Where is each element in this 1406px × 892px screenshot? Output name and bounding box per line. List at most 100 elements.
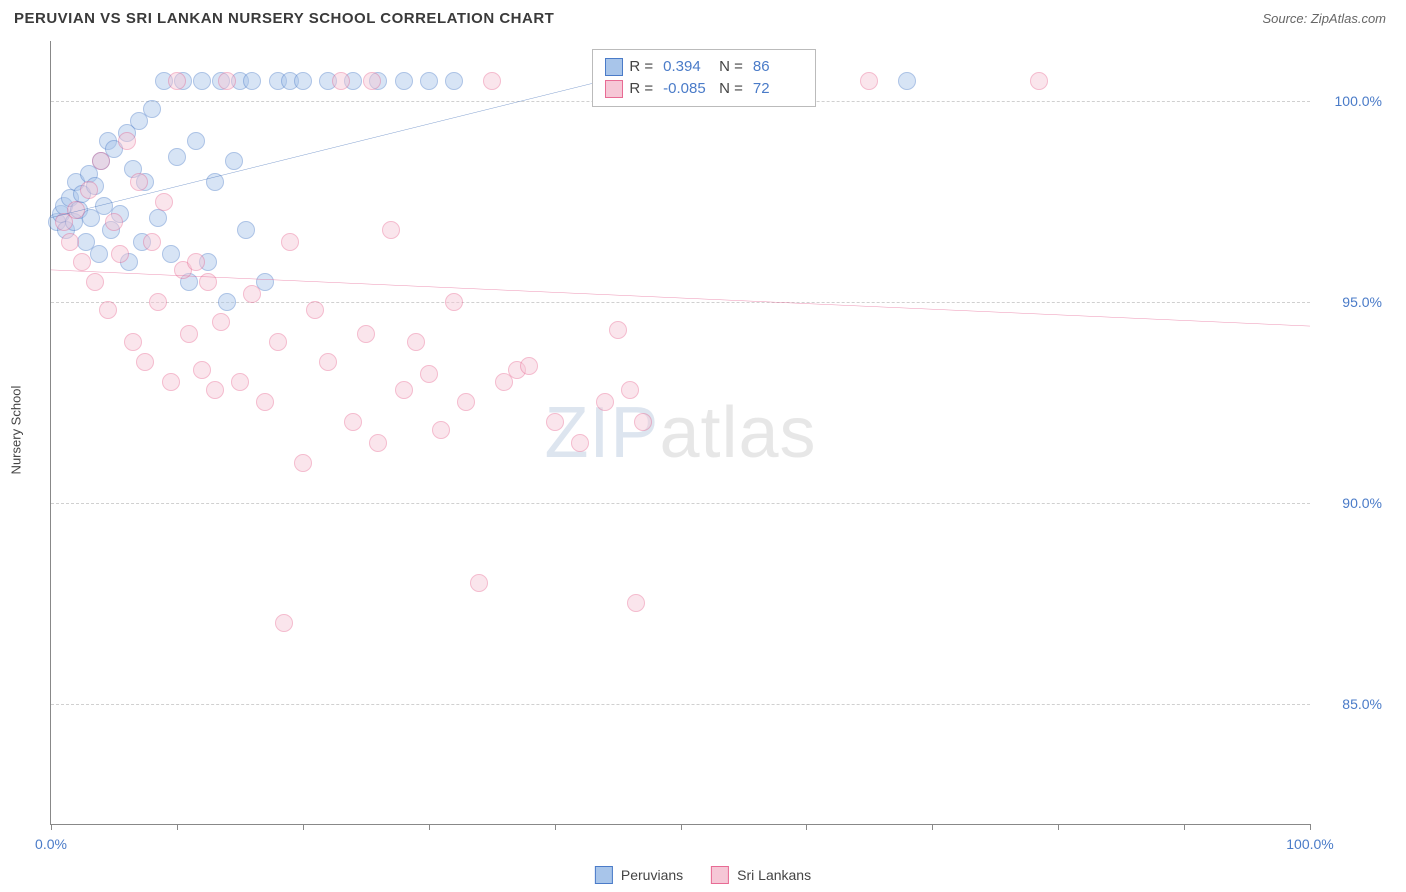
scatter-point xyxy=(457,393,475,411)
legend-swatch xyxy=(711,866,729,884)
scatter-point xyxy=(445,72,463,90)
scatter-point xyxy=(90,245,108,263)
scatter-point xyxy=(432,421,450,439)
scatter-point xyxy=(168,148,186,166)
source-label: Source: ZipAtlas.com xyxy=(1262,11,1386,26)
x-tick-mark xyxy=(303,824,304,830)
scatter-point xyxy=(149,293,167,311)
trend-line xyxy=(51,270,1310,326)
scatter-point xyxy=(520,357,538,375)
scatter-point xyxy=(162,373,180,391)
x-tick-mark xyxy=(429,824,430,830)
scatter-point xyxy=(199,273,217,291)
scatter-point xyxy=(212,313,230,331)
scatter-point xyxy=(86,273,104,291)
series-name: Sri Lankans xyxy=(737,867,811,883)
scatter-point xyxy=(294,72,312,90)
scatter-point xyxy=(180,325,198,343)
chart-title: PERUVIAN VS SRI LANKAN NURSERY SCHOOL CO… xyxy=(14,10,554,27)
stats-legend-row: R =0.394N =86 xyxy=(605,56,803,78)
scatter-point xyxy=(269,333,287,351)
scatter-point xyxy=(136,353,154,371)
bottom-legend-item: Peruvians xyxy=(595,866,683,884)
scatter-point xyxy=(256,393,274,411)
y-tick-label: 95.0% xyxy=(1318,294,1382,310)
scatter-point xyxy=(187,132,205,150)
scatter-point xyxy=(225,152,243,170)
stats-legend: R =0.394N =86R =-0.085N =72 xyxy=(592,49,816,107)
scatter-point xyxy=(420,365,438,383)
x-tick-mark xyxy=(51,824,52,830)
scatter-point xyxy=(243,72,261,90)
scatter-point xyxy=(546,413,564,431)
bottom-legend-item: Sri Lankans xyxy=(711,866,811,884)
y-tick-label: 90.0% xyxy=(1318,495,1382,511)
scatter-point xyxy=(483,72,501,90)
scatter-point xyxy=(571,434,589,452)
x-tick-mark xyxy=(806,824,807,830)
scatter-point xyxy=(61,233,79,251)
scatter-point xyxy=(275,614,293,632)
gridline-h xyxy=(51,704,1310,705)
y-tick-label: 100.0% xyxy=(1318,93,1382,109)
scatter-point xyxy=(231,373,249,391)
x-tick-mark xyxy=(1310,824,1311,830)
scatter-point xyxy=(206,173,224,191)
x-tick-mark xyxy=(1058,824,1059,830)
scatter-point xyxy=(395,72,413,90)
chart-container: Nursery School ZIPatlas 85.0%90.0%95.0%1… xyxy=(38,35,1388,825)
scatter-point xyxy=(130,173,148,191)
scatter-point xyxy=(382,221,400,239)
scatter-point xyxy=(73,253,91,271)
scatter-point xyxy=(407,333,425,351)
n-label: N = xyxy=(719,58,743,75)
x-tick-label: 0.0% xyxy=(35,836,67,852)
x-tick-mark xyxy=(177,824,178,830)
plot-area: ZIPatlas 85.0%90.0%95.0%100.0%0.0%100.0%… xyxy=(50,41,1310,825)
scatter-point xyxy=(319,353,337,371)
gridline-h xyxy=(51,302,1310,303)
watermark: ZIPatlas xyxy=(544,392,816,474)
scatter-point xyxy=(67,201,85,219)
scatter-point xyxy=(218,293,236,311)
n-value: 72 xyxy=(753,80,803,97)
scatter-point xyxy=(193,361,211,379)
x-tick-mark xyxy=(681,824,682,830)
scatter-point xyxy=(634,413,652,431)
scatter-point xyxy=(124,333,142,351)
scatter-point xyxy=(1030,72,1048,90)
scatter-point xyxy=(596,393,614,411)
r-label: R = xyxy=(629,58,653,75)
scatter-point xyxy=(420,72,438,90)
gridline-h xyxy=(51,503,1310,504)
watermark-small: atlas xyxy=(659,393,816,473)
x-tick-mark xyxy=(555,824,556,830)
scatter-point xyxy=(118,132,136,150)
scatter-point xyxy=(187,253,205,271)
scatter-point xyxy=(143,100,161,118)
scatter-point xyxy=(344,413,362,431)
scatter-point xyxy=(627,594,645,612)
legend-swatch xyxy=(595,866,613,884)
scatter-point xyxy=(470,574,488,592)
scatter-point xyxy=(99,301,117,319)
scatter-point xyxy=(294,454,312,472)
stats-legend-row: R =-0.085N =72 xyxy=(605,78,803,100)
scatter-point xyxy=(621,381,639,399)
scatter-point xyxy=(193,72,211,90)
scatter-point xyxy=(149,209,167,227)
x-tick-mark xyxy=(1184,824,1185,830)
y-axis-label: Nursery School xyxy=(9,386,24,475)
scatter-point xyxy=(111,245,129,263)
scatter-point xyxy=(369,434,387,452)
x-tick-mark xyxy=(932,824,933,830)
r-value: 0.394 xyxy=(663,58,713,75)
scatter-point xyxy=(143,233,161,251)
legend-swatch xyxy=(605,80,623,98)
scatter-point xyxy=(168,72,186,90)
scatter-point xyxy=(92,152,110,170)
n-label: N = xyxy=(719,80,743,97)
scatter-point xyxy=(281,233,299,251)
y-tick-label: 85.0% xyxy=(1318,696,1382,712)
series-name: Peruvians xyxy=(621,867,683,883)
